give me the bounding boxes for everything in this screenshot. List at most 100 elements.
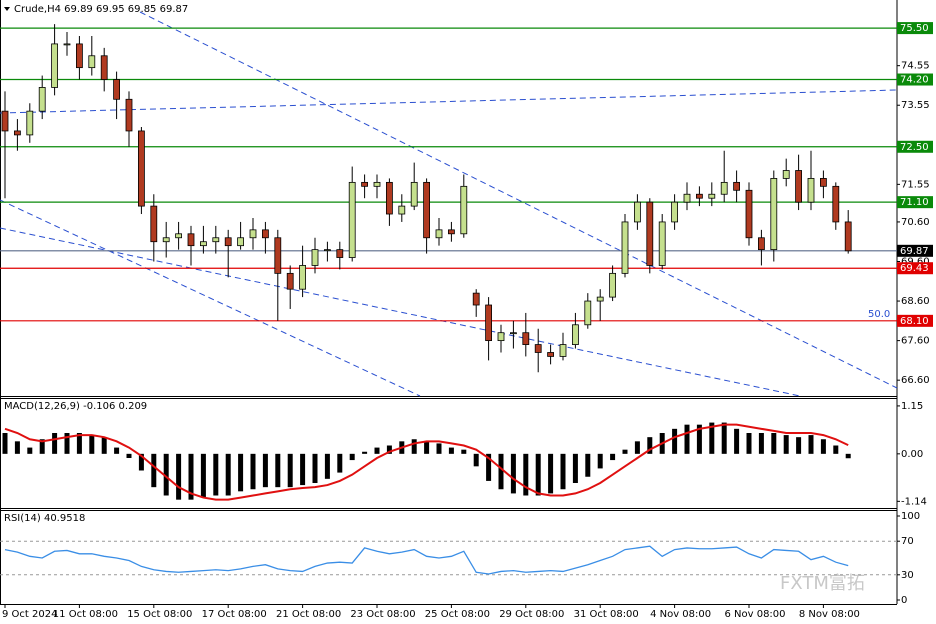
level-label: 69.43 — [900, 263, 929, 274]
x-tick-label: 9 Oct 2024 — [2, 609, 57, 620]
candle-body — [522, 332, 530, 345]
candle-body — [770, 178, 778, 251]
candle-body — [113, 79, 120, 100]
y-tick-label: 0.00 — [901, 449, 923, 460]
candle-body — [782, 170, 790, 179]
candle-body — [261, 229, 269, 239]
macd-bar — [89, 435, 95, 454]
macd-bar — [27, 447, 33, 454]
macd-bar — [845, 453, 851, 459]
y-tick-label: -1.14 — [901, 496, 927, 507]
y-tick-label: 73.55 — [901, 100, 930, 111]
macd-bar — [634, 441, 640, 454]
candle-body — [199, 241, 207, 247]
candle-body — [348, 181, 356, 258]
candle-body — [820, 178, 827, 187]
macd-bar — [461, 449, 467, 454]
signal-line — [4, 423, 849, 501]
candle-body — [658, 221, 666, 266]
y-tick-label: 100 — [901, 511, 920, 522]
x-tick-label: 17 Oct 08:00 — [202, 609, 267, 620]
macd-bar — [709, 422, 715, 454]
candle-body — [1, 110, 9, 132]
macd-bar — [771, 433, 777, 454]
candle-body — [336, 249, 344, 258]
candle-body — [237, 237, 245, 247]
macd-bar — [436, 443, 442, 454]
macd-bar — [238, 453, 244, 492]
y-tick-label: 69.60 — [901, 256, 930, 267]
macd-bar — [585, 453, 591, 477]
x-tick-label: 15 Oct 08:00 — [127, 609, 192, 620]
y-tick-label: 0 — [901, 595, 907, 606]
macd-bar — [138, 453, 144, 471]
candle-body — [286, 272, 294, 290]
candle-body — [398, 205, 406, 215]
candle-body — [187, 233, 195, 247]
macd-bar — [572, 453, 578, 483]
macd-bar — [362, 451, 368, 454]
candle-body — [100, 55, 108, 80]
macd-bar — [597, 453, 603, 469]
x-tick-label: 25 Oct 08:00 — [425, 609, 490, 620]
macd-bar — [473, 453, 479, 467]
x-tick-label: 21 Oct 08:00 — [276, 609, 341, 620]
macd-bar — [262, 453, 268, 488]
macd-bar — [76, 433, 82, 454]
macd-bar — [820, 439, 826, 454]
macd-bar — [424, 441, 430, 454]
macd-bar — [14, 441, 20, 454]
watermark: FXTM富拓 — [780, 573, 865, 594]
candle-body — [249, 229, 257, 239]
candle-body — [88, 55, 96, 69]
candle-body — [844, 221, 852, 252]
macd-bar — [696, 424, 702, 454]
macd-bar — [796, 437, 802, 454]
candle-body — [646, 201, 654, 266]
macd-bar — [684, 424, 690, 454]
candle-body — [447, 229, 455, 235]
macd-bar — [250, 453, 256, 490]
macd-bar — [622, 449, 628, 454]
macd-bar — [200, 453, 206, 498]
macd-bar — [548, 453, 554, 494]
level-label-box — [897, 244, 933, 257]
macd-bar — [510, 453, 516, 494]
macd-bar — [213, 453, 219, 496]
candle-body — [472, 292, 480, 306]
level-label: 72.50 — [900, 142, 929, 153]
macd-bar — [300, 453, 306, 486]
macd-bar — [523, 453, 529, 496]
level-label-box — [897, 22, 933, 35]
macd-bar — [386, 445, 392, 454]
candle-body — [733, 181, 740, 191]
candle-body — [373, 181, 381, 187]
candle-body — [423, 181, 431, 239]
y-tick-label: 67.60 — [901, 336, 930, 347]
y-tick-label: 30 — [901, 570, 914, 581]
candle-body — [323, 249, 331, 252]
macd-bar — [2, 433, 8, 454]
fib-label: 50.0 — [868, 309, 890, 320]
macd-bar — [225, 453, 231, 496]
candle-body — [634, 201, 641, 223]
candle-body — [460, 185, 468, 235]
candle-body — [51, 43, 58, 88]
x-tick-label: 29 Oct 08:00 — [499, 609, 564, 620]
level-label: 75.50 — [900, 23, 929, 34]
y-tick-label: 74.55 — [901, 61, 930, 72]
macd-bar — [349, 453, 355, 461]
macd-bar — [324, 453, 330, 479]
candle-body — [584, 300, 592, 326]
candle-body — [547, 352, 554, 357]
macd-bar — [411, 439, 417, 454]
candle-body — [559, 344, 567, 357]
candle-body — [63, 43, 71, 46]
candle-body — [596, 296, 604, 302]
x-tick-label: 6 Nov 08:00 — [724, 609, 785, 620]
candle-body — [26, 110, 34, 136]
level-label: 71.10 — [900, 197, 929, 208]
candle-body — [162, 237, 170, 243]
macd-bar — [52, 433, 58, 454]
